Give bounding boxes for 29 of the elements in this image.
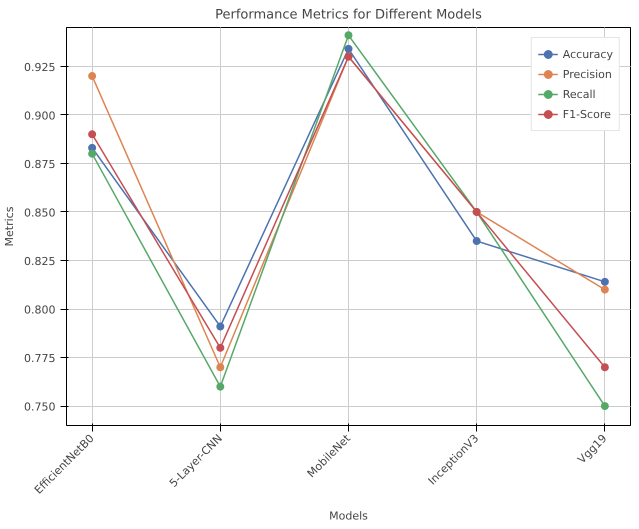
legend-label: Recall [562, 88, 596, 100]
y-tick-label: 0.775 [24, 352, 56, 366]
point [600, 278, 609, 286]
y-tick-label: 0.850 [24, 206, 56, 220]
point [88, 150, 96, 158]
y-tick-label: 0.925 [24, 60, 56, 74]
y-tick-label: 0.900 [24, 109, 56, 122]
legend-label: F1-Score [562, 108, 611, 120]
point [88, 72, 96, 80]
point [600, 286, 609, 294]
y-tick-label: 0.825 [24, 254, 56, 268]
point [88, 130, 96, 138]
x-axis-title: Models [329, 509, 368, 522]
point [216, 322, 224, 330]
legend-label: Accuracy [562, 48, 613, 60]
y-tick-label: 0.800 [24, 304, 56, 317]
point [344, 44, 352, 53]
legend-label: Precision [562, 68, 612, 80]
point [600, 402, 609, 410]
point [472, 237, 481, 246]
point [216, 344, 224, 352]
point [344, 31, 352, 40]
y-tick-label: 0.750 [24, 400, 56, 414]
point [600, 363, 609, 372]
y-tick-label: 0.875 [24, 158, 56, 171]
chart-title: Performance Metrics for Different Models [215, 8, 482, 22]
point [216, 382, 224, 391]
y-axis-title: Metrics [3, 206, 16, 246]
point [216, 363, 224, 372]
